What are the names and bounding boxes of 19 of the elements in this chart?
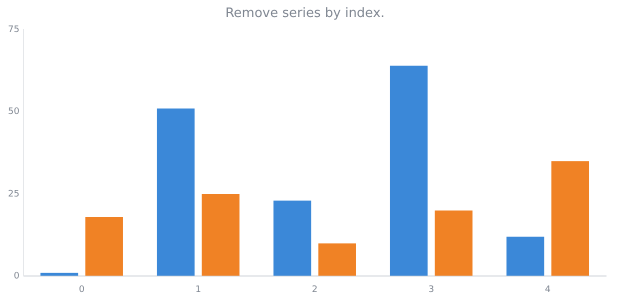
bar (202, 194, 240, 276)
bar (390, 66, 428, 276)
bar (506, 236, 544, 276)
y-tick-label: 75 (8, 24, 20, 35)
bar (318, 243, 356, 276)
y-tick-label: 0 (14, 272, 20, 282)
bar (156, 108, 195, 276)
bar (85, 217, 123, 276)
chart-title: Remove series by index. (225, 6, 385, 22)
y-tick-label: 25 (8, 189, 20, 200)
x-tick-label: 1 (195, 284, 202, 295)
x-tick-label: 2 (312, 284, 318, 295)
y-tick-label: 50 (8, 107, 20, 118)
bar (273, 200, 312, 276)
bar (434, 210, 473, 276)
x-tick-label: 0 (78, 284, 85, 295)
x-tick-label: 4 (544, 284, 551, 295)
x-tick-label: 3 (428, 284, 434, 295)
bar (551, 161, 590, 276)
